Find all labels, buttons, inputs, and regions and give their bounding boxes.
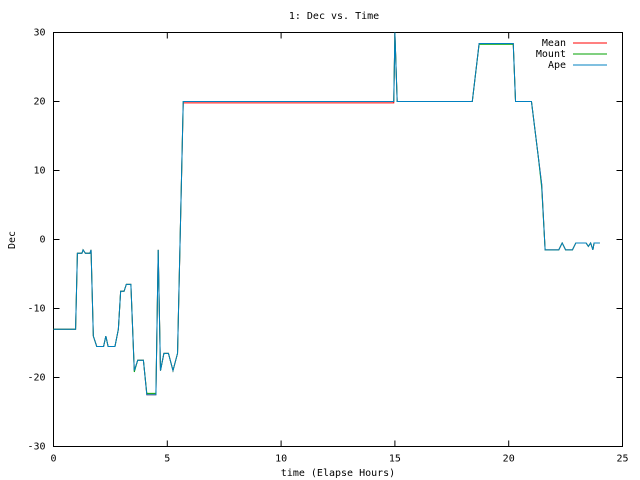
x-tick-label: 5 xyxy=(164,454,170,465)
y-tick-label: 20 xyxy=(33,97,45,108)
y-axis-label: Dec xyxy=(7,231,18,249)
x-tick-label: 25 xyxy=(616,454,628,465)
y-tick-label: -30 xyxy=(27,442,45,453)
x-tick-label: 0 xyxy=(50,454,56,465)
y-tick-label: -10 xyxy=(27,304,45,315)
y-tick-label: 30 xyxy=(33,28,45,39)
series-line xyxy=(53,32,600,396)
legend-label: Mount xyxy=(536,49,566,60)
legend-label: Ape xyxy=(548,60,566,71)
legend-label: Mean xyxy=(542,38,566,49)
y-tick-label: 10 xyxy=(33,166,45,177)
x-tick-label: 20 xyxy=(503,454,515,465)
x-tick-label: 15 xyxy=(389,454,401,465)
y-tick-label: 0 xyxy=(39,235,45,246)
y-tick-label: -20 xyxy=(27,373,45,384)
x-tick-label: 10 xyxy=(275,454,287,465)
x-axis-label: time (Elapse Hours) xyxy=(281,468,395,479)
chart-title: 1: Dec vs. Time xyxy=(289,11,379,22)
